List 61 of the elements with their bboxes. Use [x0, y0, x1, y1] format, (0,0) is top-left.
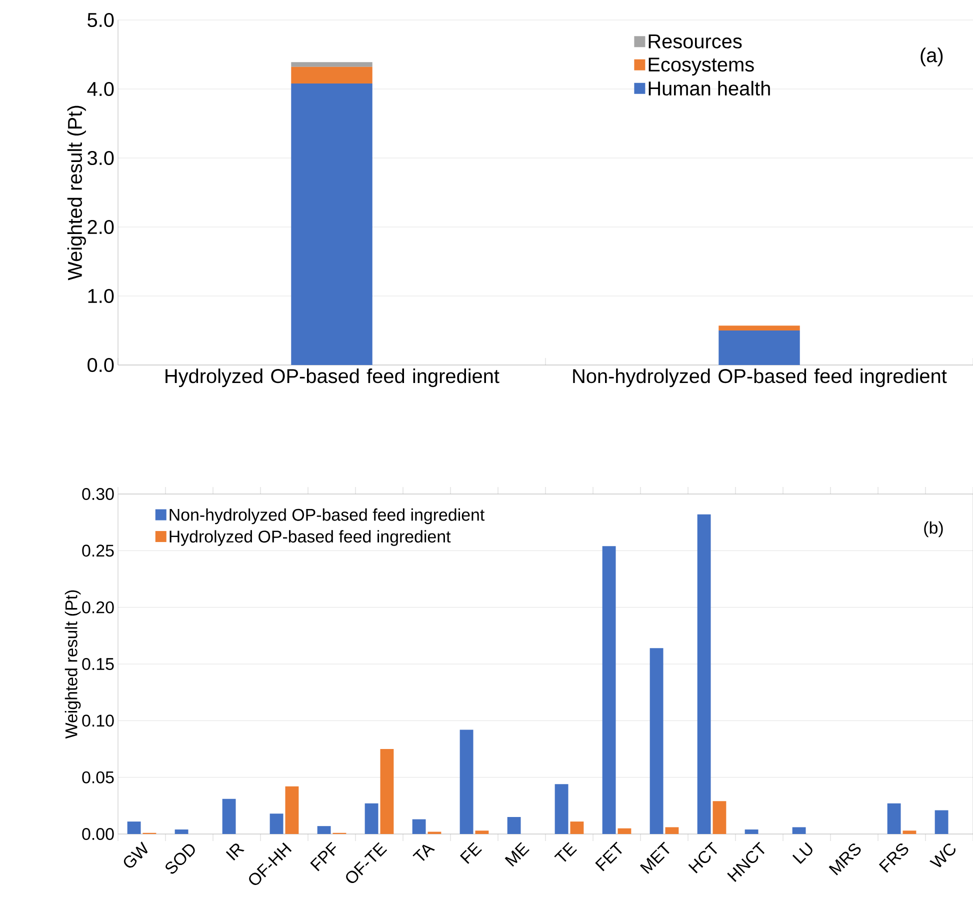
y-tick-label: 0.15: [82, 658, 114, 670]
bar: [570, 822, 584, 834]
bar: [270, 814, 284, 834]
y-tick-label: 0.00: [82, 828, 114, 840]
annotation: (b): [924, 521, 943, 538]
y-tick-label: 0.20: [82, 601, 114, 614]
annotation: (a): [920, 48, 943, 66]
bar: [618, 828, 632, 834]
y-tick-label: 5.0: [88, 12, 114, 28]
legend-label: Human health: [648, 80, 770, 96]
legend-label: Ecosystems: [648, 58, 754, 76]
y-tick-label: 0.0: [88, 358, 114, 372]
bar: [460, 730, 474, 834]
y-axis-title: Weighted result (Pt): [67, 106, 86, 280]
bar: [285, 786, 299, 834]
x-tick-label: ME: [504, 842, 530, 867]
bar: [317, 826, 331, 834]
bar: [792, 827, 806, 834]
bar: [554, 784, 568, 834]
bar: [934, 810, 948, 834]
x-tick-label: LU: [792, 842, 812, 864]
bar: [602, 546, 616, 834]
y-tick-label: 0.05: [82, 771, 114, 784]
bar: [380, 749, 394, 834]
legend-label: Non-hydrolyzed OP-based feed ingredient: [170, 508, 485, 524]
x-tick-label: TE: [554, 842, 577, 862]
legend-label: Resources: [648, 34, 742, 48]
bar: [428, 832, 442, 834]
y-tick-label: 2.0: [88, 220, 114, 234]
bar: [718, 330, 800, 366]
bar: [174, 829, 188, 834]
legend-label: Hydrolyzed OP-based feed ingredient: [170, 530, 451, 546]
y-tick-label: 4.0: [87, 82, 114, 96]
x-tick-label: WC: [930, 844, 956, 868]
bar: [697, 514, 711, 834]
bar: [475, 830, 489, 834]
bar: [291, 62, 372, 67]
bar: [222, 798, 236, 834]
bar: [412, 819, 426, 834]
x-tick-label: IR: [226, 844, 244, 860]
bar: [291, 83, 372, 366]
bar: [291, 66, 372, 84]
x-tick-label: FE: [460, 842, 482, 864]
y-tick-label: 1.0: [88, 288, 114, 304]
y-tick-label: 0.25: [82, 544, 114, 557]
bar: [902, 830, 916, 834]
bar: [650, 648, 664, 834]
bar: [712, 801, 726, 834]
x-tick-label: TA: [412, 844, 435, 861]
bar: [887, 803, 901, 834]
bar: [507, 817, 521, 834]
bar: [718, 326, 800, 331]
y-axis-title: Weighted result (Pt): [64, 590, 81, 739]
x-tick-label: GW: [124, 842, 148, 868]
bar: [127, 822, 141, 834]
bar: [665, 827, 679, 834]
bar: [744, 829, 758, 834]
y-tick-label: 3.0: [88, 150, 114, 166]
y-tick-label: 0.10: [82, 714, 114, 727]
bar: [364, 803, 378, 834]
y-tick-label: 0.30: [82, 488, 114, 500]
